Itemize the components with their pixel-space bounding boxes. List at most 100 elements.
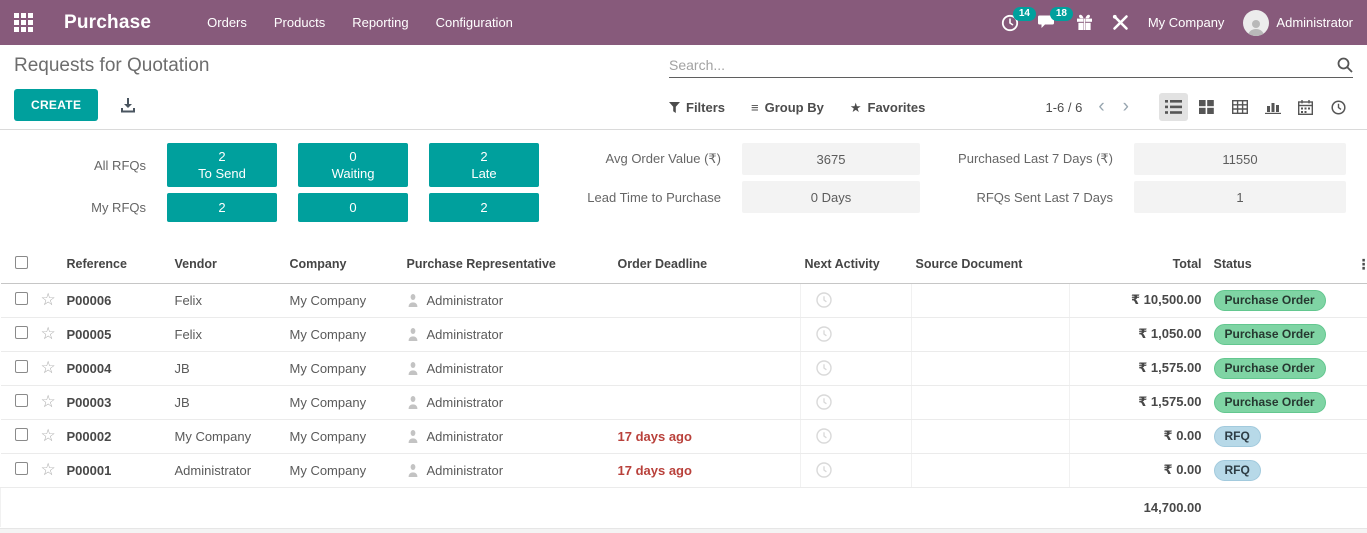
avg-order-value: 3675 <box>742 143 920 175</box>
optional-columns-button[interactable]: ⋮ <box>1356 255 1367 272</box>
cell-reference: P00004 <box>62 351 171 386</box>
favorite-star-icon[interactable]: ☆ <box>40 290 56 309</box>
row-checkbox[interactable] <box>14 292 28 305</box>
main-menu-bar: Orders Products Reporting Configuration <box>207 11 513 34</box>
select-all-checkbox[interactable] <box>14 256 28 270</box>
cell-purchase-representative: Administrator <box>398 419 613 454</box>
cell-reference: P00002 <box>62 419 171 454</box>
next-activity-clock-icon <box>816 394 832 410</box>
table-row[interactable]: ☆ P00004 JB My Company Administrator ₹ 1… <box>0 351 1367 386</box>
favorite-star-icon[interactable]: ☆ <box>40 324 56 343</box>
user-menu[interactable]: Administrator <box>1276 15 1353 30</box>
table-row[interactable]: ☆ P00002 My Company My Company Administr… <box>0 419 1367 454</box>
view-pivot-button[interactable] <box>1225 93 1254 121</box>
favorite-star-icon[interactable]: ☆ <box>40 426 56 445</box>
view-activity-button[interactable] <box>1324 93 1353 121</box>
create-button[interactable]: CREATE <box>14 89 99 121</box>
status-badge: RFQ <box>1213 425 1261 447</box>
cell-next-activity[interactable] <box>800 419 912 454</box>
table-row[interactable]: ☆ P00006 Felix My Company Administrator … <box>0 283 1367 318</box>
table-row[interactable]: ☆ P00003 JB My Company Administrator ₹ 1… <box>0 385 1367 420</box>
messages-button[interactable]: 18 <box>1037 7 1073 31</box>
row-checkbox[interactable] <box>14 462 28 475</box>
col-status[interactable]: Status <box>1206 246 1353 284</box>
cell-next-activity[interactable] <box>800 317 912 352</box>
group-by-button[interactable]: ≡ Group By <box>751 99 824 115</box>
cell-reference: P00006 <box>62 283 171 318</box>
table-row[interactable]: ☆ P00001 Administrator My Company Admini… <box>0 453 1367 488</box>
systray: 14 18 My Company <box>1001 6 1367 36</box>
col-total[interactable]: Total <box>1069 246 1207 284</box>
menu-products[interactable]: Products <box>273 15 326 30</box>
export-button[interactable] <box>120 97 136 113</box>
cell-order-deadline <box>612 385 801 420</box>
cell-company: My Company <box>285 453 399 488</box>
cell-next-activity[interactable] <box>800 351 912 386</box>
view-list-button[interactable] <box>1159 93 1188 121</box>
pager-previous-button[interactable]: ‹ <box>1098 96 1105 117</box>
col-next-activity[interactable]: Next Activity <box>800 246 912 284</box>
search-input[interactable] <box>669 57 1337 73</box>
cell-reference: P00003 <box>62 385 171 420</box>
pager-next-button[interactable]: › <box>1122 96 1129 117</box>
all-rfqs-to-send-button[interactable]: 2 To Send <box>167 143 277 187</box>
cell-next-activity[interactable] <box>800 453 912 488</box>
row-checkbox[interactable] <box>14 394 28 407</box>
user-avatar[interactable] <box>1243 9 1270 36</box>
menu-configuration[interactable]: Configuration <box>435 15 513 30</box>
favorite-star-icon[interactable]: ☆ <box>40 460 56 479</box>
cell-order-deadline <box>612 351 801 386</box>
cell-next-activity[interactable] <box>800 385 912 420</box>
menu-reporting[interactable]: Reporting <box>352 15 409 30</box>
row-checkbox[interactable] <box>14 428 28 441</box>
tools-button[interactable] <box>1112 14 1129 31</box>
col-vendor[interactable]: Vendor <box>170 246 286 284</box>
view-graph-button[interactable] <box>1258 93 1287 121</box>
filters-button[interactable]: Filters <box>669 100 725 115</box>
cell-source-document <box>911 351 1070 386</box>
cell-status: Purchase Order <box>1206 351 1353 386</box>
my-rfqs-to-send-button[interactable]: 2 <box>167 193 277 222</box>
stats-panel: Avg Order Value (₹) 3675 Purchased Last … <box>571 143 1346 246</box>
row-checkbox[interactable] <box>14 360 28 373</box>
cell-company: My Company <box>285 385 399 420</box>
next-activity-clock-icon <box>816 462 832 478</box>
app-title: Purchase <box>64 11 152 33</box>
col-company[interactable]: Company <box>285 246 399 284</box>
referral-button[interactable] <box>1076 14 1093 31</box>
row-checkbox[interactable] <box>14 326 28 339</box>
next-activity-clock-icon <box>816 292 832 308</box>
cell-status: Purchase Order <box>1206 385 1353 420</box>
all-rfqs-late-button[interactable]: 2 Late <box>429 143 539 187</box>
favorite-star-icon[interactable]: ☆ <box>40 358 56 377</box>
all-rfqs-waiting-button[interactable]: 0 Waiting <box>298 143 408 187</box>
all-rfqs-label: All RFQs <box>94 157 146 173</box>
apps-menu-button[interactable] <box>0 0 46 45</box>
view-kanban-button[interactable] <box>1192 93 1221 121</box>
col-source-document[interactable]: Source Document <box>911 246 1070 284</box>
footer-total: 14,700.00 <box>0 486 1207 527</box>
cell-purchase-representative: Administrator <box>398 453 613 488</box>
col-order-deadline[interactable]: Order Deadline <box>612 246 801 284</box>
my-rfqs-waiting-button[interactable]: 0 <box>298 193 408 222</box>
activities-button[interactable]: 14 <box>1001 6 1036 32</box>
search-icon[interactable] <box>1337 57 1353 73</box>
cell-next-activity[interactable] <box>800 283 912 318</box>
col-reference[interactable]: Reference <box>62 246 171 284</box>
table-row[interactable]: ☆ P00005 Felix My Company Administrator … <box>0 317 1367 352</box>
favorites-button[interactable]: ★ Favorites <box>849 99 926 115</box>
col-purchase-representative[interactable]: Purchase Representative <box>398 246 613 284</box>
favorite-star-icon[interactable]: ☆ <box>40 392 56 411</box>
purchased-7days-value: 11550 <box>1134 143 1346 175</box>
status-badge: Purchase Order <box>1213 357 1326 379</box>
cell-purchase-representative: Administrator <box>398 317 613 352</box>
cell-vendor: My Company <box>170 419 286 454</box>
horizontal-scrollbar-track[interactable] <box>0 528 1367 533</box>
my-rfqs-late-button[interactable]: 2 <box>429 193 539 222</box>
company-switcher[interactable]: My Company <box>1147 15 1225 30</box>
favorites-star-icon: ★ <box>849 99 862 115</box>
menu-orders[interactable]: Orders <box>207 15 247 30</box>
cell-vendor: Felix <box>170 317 286 352</box>
view-calendar-button[interactable] <box>1291 93 1320 121</box>
cell-status: RFQ <box>1206 453 1353 488</box>
